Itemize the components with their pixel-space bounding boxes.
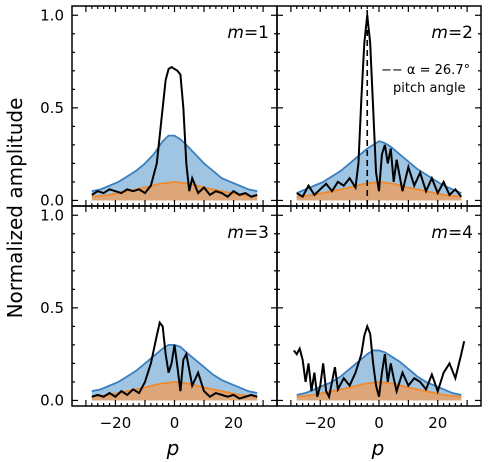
x-axis-title-left: p (166, 436, 180, 460)
x-tick-label: −20 (304, 414, 336, 432)
y-tick-label: 0.0 (40, 191, 64, 209)
x-tick-label: 20 (428, 414, 447, 432)
x-tick-label: 0 (374, 414, 384, 432)
panel-label: m=3 (227, 223, 269, 243)
panel-4: −20 0 20 m=4 (276, 205, 482, 432)
blue-area-fill (91, 135, 258, 201)
panel-label: m=4 (431, 223, 473, 243)
legend-alpha: −− α = 26.7° (381, 63, 470, 78)
amplitude-line (293, 323, 466, 400)
y-tick-label: 0.0 (40, 391, 64, 409)
orange-area-fill (91, 181, 258, 201)
x-tick-label: 20 (224, 414, 243, 432)
panel-label-value: =3 (244, 223, 269, 243)
panel-3: 0.0 0.5 1.0 −20 0 20 m=3 (40, 205, 278, 432)
blue-area-fill (296, 141, 462, 201)
blue-area-fill (91, 344, 258, 401)
panels-group: 0.00.51.0m=1−− α = 26.7°pitch anglem=20.… (40, 5, 482, 432)
panel-label: m=1 (227, 23, 269, 43)
panel-1: 0.0 0.5 1.0 m=1 (40, 5, 278, 209)
y-axis-title: Normalized amplitude (3, 98, 27, 319)
amplitude-line (91, 65, 258, 198)
orange-area-fill (91, 381, 258, 401)
blue-area-line (91, 134, 258, 193)
x-axis-title-right: p (371, 436, 385, 460)
panel-label-value: =4 (448, 223, 473, 243)
panel-label-m: m (227, 23, 244, 43)
panel-label: m=2 (431, 23, 473, 43)
legend-pitch-angle: pitch angle (393, 81, 466, 96)
panel-label-m: m (431, 23, 448, 43)
amplitude-line (91, 320, 258, 400)
y-tick-label: 1.0 (40, 206, 64, 224)
amplitude-line (296, 15, 463, 199)
panel-2: −− α = 26.7° pitch angle m=2 (276, 5, 482, 207)
y-tick-label: 0.5 (40, 99, 64, 117)
x-tick-label: −20 (100, 414, 132, 432)
y-tick-label: 0.5 (40, 299, 64, 317)
x-tick-label: 0 (170, 414, 180, 432)
panel-label-value: =1 (244, 23, 269, 43)
panel-label-m: m (227, 223, 244, 243)
panel-label-value: =2 (448, 23, 473, 43)
y-tick-label: 1.0 (40, 6, 64, 24)
panel-label-m: m (431, 223, 448, 243)
